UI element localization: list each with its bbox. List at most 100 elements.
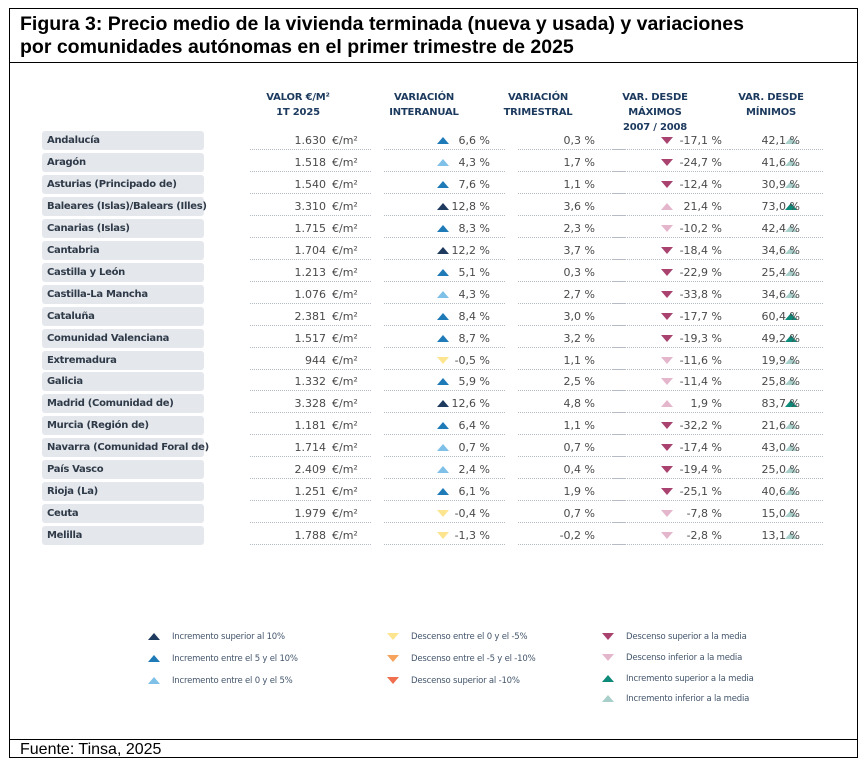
figure-title-line-1: Figura 3: Precio medio de la vivienda te… (20, 13, 744, 35)
region-name: Madrid (Comunidad de) (42, 394, 204, 414)
minimos-value: 73,0 % (761, 199, 800, 213)
valor-cell: 2.381 €/m² (250, 307, 371, 326)
valor-unit: €/m² (332, 287, 358, 301)
maximos-triangle-icon (661, 356, 673, 364)
legend-label: Descenso entre el -5 y el -10% (411, 654, 536, 664)
minimos-triangle-icon (785, 356, 797, 364)
minimos-triangle-icon (785, 224, 797, 232)
maximos-cell: -19,4 % (613, 460, 730, 480)
valor-unit: €/m² (332, 155, 358, 169)
column-header-line: MÍNIMOS (745, 107, 797, 118)
interanual-value: 5,9 % (458, 375, 490, 389)
valor-value: 1.715 (294, 221, 327, 235)
maximos-triangle-icon (661, 290, 673, 298)
maximos-cell: -24,7 % (613, 153, 730, 172)
minimos-triangle-icon (785, 422, 797, 430)
column-header-line: VARIACIÓN (507, 92, 569, 103)
maximos-value: -10,2 % (679, 221, 722, 235)
minimos-value: 60,4 % (761, 309, 800, 323)
interanual-value: 12,6 % (451, 397, 490, 411)
maximos-triangle-icon (661, 510, 673, 518)
valor-value: 1.714 (294, 441, 327, 455)
interanual-triangle-icon (437, 268, 449, 276)
valor-value: 3.328 (294, 397, 327, 411)
interanual-value: -1,3 % (454, 529, 490, 543)
valor-unit: €/m² (332, 221, 358, 235)
valor-value: 1.979 (294, 507, 327, 521)
trimestral-cell: -0,2 % (518, 526, 625, 546)
table-row: Murcia (Región de) 1.181 €/m² 6,4 % 1,1 % -32… (42, 416, 823, 436)
interanual-triangle-icon (437, 202, 449, 210)
maximos-cell: -32,2 % (613, 416, 730, 436)
maximos-triangle-icon (661, 488, 673, 496)
maximos-value: 1,9 % (690, 397, 722, 411)
minimos-triangle-icon (785, 488, 797, 496)
table-row: Galicia 1.332 €/m² 5,9 % 2,5 % -11,4 % 25,8 % (42, 372, 823, 392)
maximos-value: -12,4 % (679, 177, 722, 191)
interanual-cell: 4,3 % (384, 285, 505, 304)
minimos-cell: 42,1 % (730, 131, 823, 150)
interanual-value: -0,5 % (454, 353, 490, 367)
minimos-value: 13,1 % (761, 529, 800, 543)
interanual-triangle-icon (437, 312, 449, 320)
valor-value: 1.630 (294, 134, 327, 147)
legend-triangle-icon (387, 677, 399, 684)
maximos-value: -17,7 % (679, 309, 722, 323)
interanual-cell: 4,3 % (384, 153, 505, 172)
minimos-cell: 21,6 % (730, 416, 823, 436)
legend-label: Descenso entre el 0 y el -5% (411, 632, 528, 642)
table-row: Castilla y León 1.213 €/m² 5,1 % 0,3 % -22,9 … (42, 262, 823, 283)
legend-label: Incremento entre el 0 y el 5% (172, 676, 293, 686)
trimestral-cell: 3,7 % (518, 241, 625, 260)
maximos-cell: -17,4 % (613, 438, 730, 458)
maximos-value: -32,2 % (679, 419, 722, 433)
minimos-triangle-icon (785, 444, 797, 452)
maximos-value: -11,4 % (679, 375, 722, 389)
legend-triangle-icon (602, 654, 614, 661)
valor-unit: €/m² (332, 331, 358, 345)
minimos-triangle-icon (785, 137, 797, 144)
valor-value: 1.076 (294, 287, 327, 301)
interanual-cell: -0,5 % (384, 351, 505, 370)
interanual-cell: 12,8 % (384, 197, 505, 216)
interanual-value: 8,4 % (458, 309, 490, 323)
valor-cell: 1.181 €/m² (250, 416, 371, 436)
minimos-triangle-icon (785, 510, 797, 518)
interanual-value: 2,4 % (458, 463, 490, 477)
region-name: Cantabria (42, 240, 204, 260)
minimos-cell: 25,8 % (730, 372, 823, 392)
minimos-value: 34,6 % (761, 243, 800, 257)
minimos-triangle-icon (785, 334, 797, 342)
column-header-minimos: VAR. DESDE MÍNIMOS (723, 90, 819, 120)
minimos-cell: 19,9 % (730, 351, 823, 370)
minimos-value: 30,9 % (761, 177, 800, 191)
valor-value: 1.518 (294, 155, 327, 169)
minimos-triangle-icon (785, 268, 797, 276)
column-header-interanual: VARIACIÓN INTERANUAL (376, 90, 472, 120)
minimos-triangle-icon (785, 532, 797, 540)
region-name: Canarias (Islas) (42, 218, 204, 238)
maximos-value: 21,4 % (683, 199, 722, 213)
figure-title: Figura 3: Precio medio de la vivienda te… (10, 9, 857, 63)
trimestral-value: 2,5 % (563, 375, 595, 389)
column-header-line: INTERANUAL (389, 107, 459, 118)
trimestral-cell: 3,6 % (518, 197, 625, 216)
trimestral-value: -0,2 % (559, 529, 595, 543)
trimestral-cell: 1,9 % (518, 482, 625, 502)
valor-unit: €/m² (332, 134, 358, 147)
legend-triangle-icon (602, 695, 614, 702)
minimos-value: 25,0 % (761, 463, 800, 477)
maximos-cell: -19,3 % (613, 329, 730, 348)
minimos-cell: 30,9 % (730, 175, 823, 194)
valor-unit: €/m² (332, 529, 358, 543)
maximos-cell: -11,6 % (613, 351, 730, 370)
minimos-triangle-icon (785, 158, 797, 166)
minimos-cell: 60,4 % (730, 307, 823, 326)
trimestral-value: 1,1 % (563, 419, 595, 433)
valor-unit: €/m² (332, 353, 358, 367)
interanual-triangle-icon (437, 444, 449, 452)
trimestral-value: 4,8 % (563, 397, 595, 411)
interanual-triangle-icon (437, 180, 449, 188)
valor-unit: €/m² (332, 419, 358, 433)
valor-value: 1.332 (294, 375, 327, 389)
